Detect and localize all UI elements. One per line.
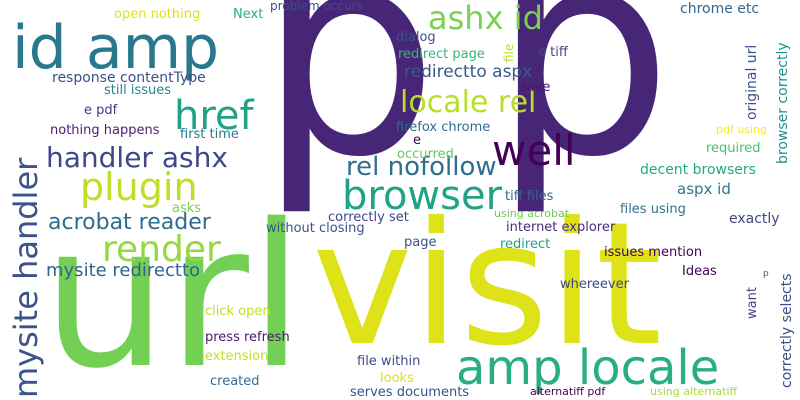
word-render: render <box>102 229 221 270</box>
word-firefox-chrome: firefox chrome <box>396 120 491 135</box>
word-alternatiff-pdf: alternatiff pdf <box>530 385 606 398</box>
word-browser: browser <box>342 173 503 219</box>
word-mysite-redirectto: mysite redirectto <box>46 260 201 281</box>
word-issues-mention: issues mention <box>604 245 703 260</box>
word-exactly: exactly <box>729 211 780 227</box>
word-locale-rel: locale rel <box>400 85 537 120</box>
word-file-within: file within <box>357 354 421 369</box>
word-open-nothing: open nothing <box>114 7 201 22</box>
word-p-large-right: p <box>492 0 673 220</box>
word-response-contenttype: response contentType <box>52 70 206 86</box>
word-e-pdf: e pdf <box>84 103 118 118</box>
word-decent-browsers: decent browsers <box>640 162 756 178</box>
word-href: href <box>174 93 254 139</box>
word-asks: asks <box>172 201 202 216</box>
word-serves-documents: serves documents <box>350 385 470 400</box>
word-chrome-etc: chrome etc <box>680 1 760 17</box>
word-rel-nofollow: rel nofollow <box>346 152 497 182</box>
word-correctly-set: correctly set <box>328 210 409 225</box>
word-first-time: first time <box>180 127 239 142</box>
word-pdf-using: pdf using <box>716 123 768 136</box>
word-save: save <box>520 80 551 95</box>
word-id-amp: id amp <box>12 13 220 83</box>
word-browser-correctly-vertical: browser correctly <box>775 42 791 164</box>
word-visit: visit <box>312 186 663 384</box>
word-click-open: click open <box>205 304 271 319</box>
word-correctly-selects-vertical: correctly selects <box>779 273 795 388</box>
word-problem-occurs: problem occurs <box>270 0 363 13</box>
word-tiff-files: tiff files <box>505 189 554 204</box>
word-redirect: redirect <box>500 237 551 252</box>
word-internet-explorer: internet explorer <box>506 220 616 235</box>
word-page: page <box>404 235 437 250</box>
word-p-small: p <box>763 269 769 279</box>
word-nothing-happens: nothing happens <box>50 123 160 138</box>
word-next: Next <box>233 7 264 22</box>
word-files-using: files using <box>620 202 686 217</box>
word-redirect-page: redirect page <box>398 47 485 62</box>
word-aspx-id: aspx id <box>677 180 731 198</box>
word-e: e <box>413 133 421 148</box>
word-required: required <box>706 141 761 156</box>
word-e-tiff: e tiff <box>538 45 568 60</box>
word-ashx-id: ashx id <box>428 0 543 37</box>
word-extension: extension <box>205 349 269 364</box>
word-url: url <box>42 181 304 400</box>
word-redirectto-aspx: redirectto aspx <box>404 62 533 82</box>
word-acrobat-reader: acrobat reader <box>48 210 211 235</box>
word-want-vertical: want <box>745 287 760 319</box>
word-file-vertical: file <box>502 43 516 62</box>
word-amp-locale: amp locale <box>456 340 720 396</box>
word-mysite-handler-vertical: mysite handler <box>7 157 45 398</box>
word-ideas: Ideas <box>682 264 717 279</box>
word-press-refresh: press refresh <box>205 330 290 345</box>
word-dialog: dialog <box>396 30 436 45</box>
word-still-issues: still issues <box>104 83 172 98</box>
word-original-url-vertical: original url <box>744 44 760 120</box>
word-occurred: occurred <box>397 147 454 162</box>
word-looks: looks <box>380 371 414 386</box>
word-created: created <box>210 374 260 389</box>
word-plugin: plugin <box>80 165 198 209</box>
word-using-alternatiff: using alternatiff <box>650 385 738 398</box>
word-whereever: whereever <box>560 277 629 292</box>
word-p-large-left: p <box>258 0 439 220</box>
word-using-acrobat: using acrobat <box>494 207 570 220</box>
word-without-closing: without closing <box>266 221 365 236</box>
word-well: well <box>492 126 576 175</box>
word-handler-ashx: handler ashx <box>46 141 228 174</box>
